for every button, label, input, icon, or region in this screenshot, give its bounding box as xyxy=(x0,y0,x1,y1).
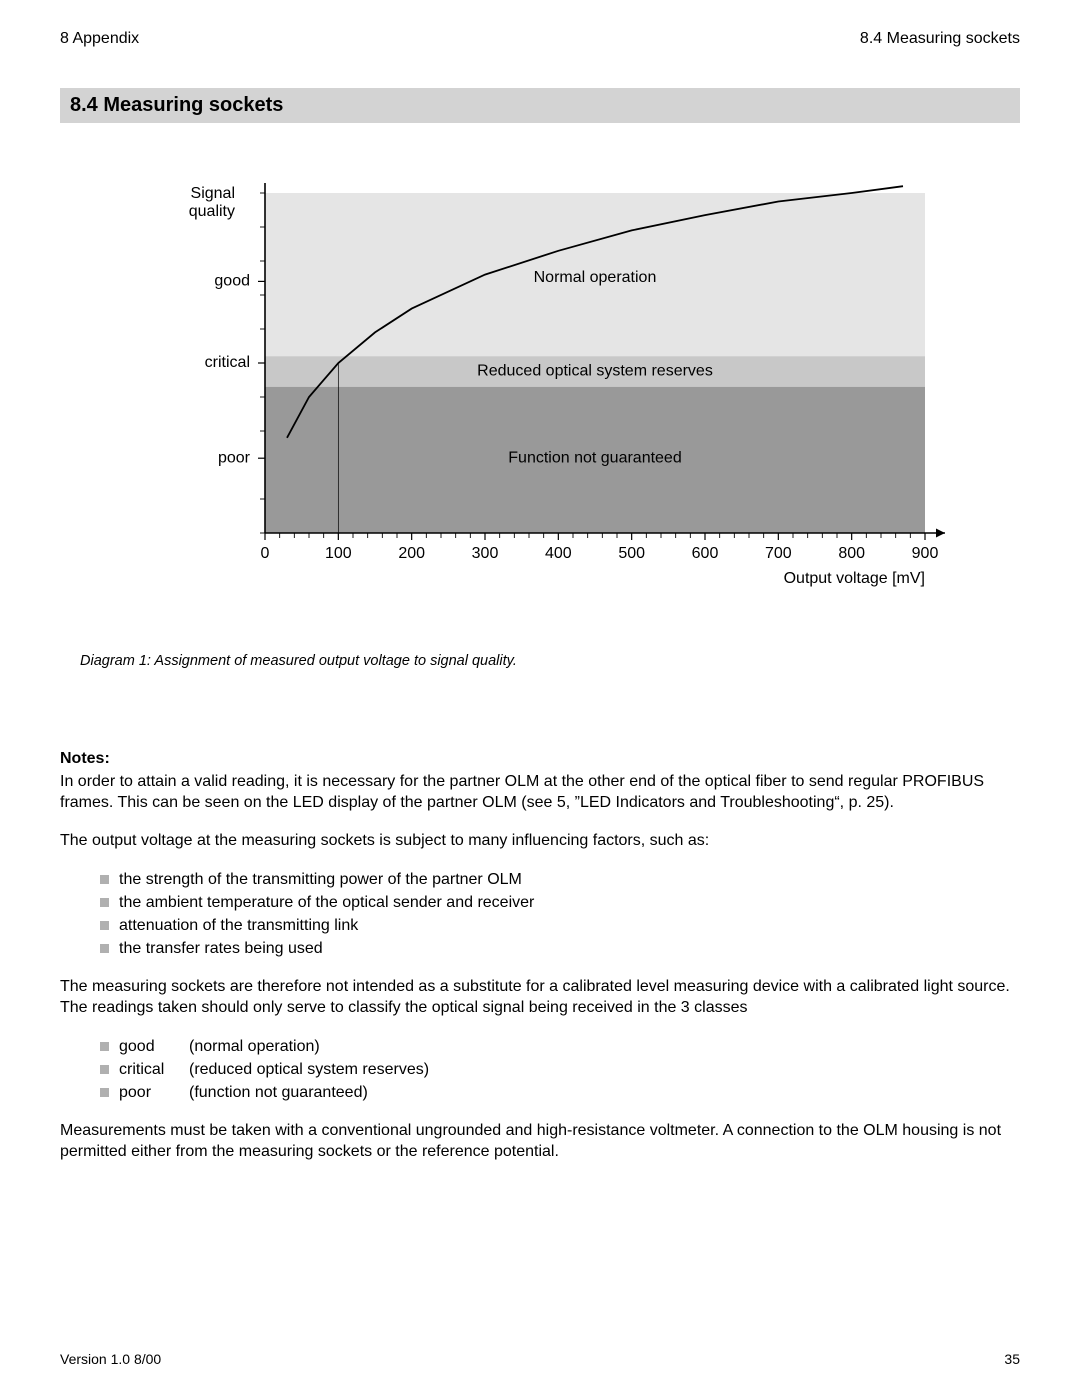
svg-text:100: 100 xyxy=(325,545,352,562)
notes-p3a: The measuring sockets are therefore not … xyxy=(60,977,1020,998)
svg-text:700: 700 xyxy=(765,545,792,562)
class-desc: (reduced optical system reserves) xyxy=(189,1060,429,1081)
svg-text:Normal operation: Normal operation xyxy=(534,269,657,286)
list-item-text: attenuation of the transmitting link xyxy=(119,916,358,937)
list-item-text: the ambient temperature of the optical s… xyxy=(119,893,534,914)
svg-text:800: 800 xyxy=(838,545,865,562)
svg-text:900: 900 xyxy=(912,545,939,562)
signal-quality-chart: Normal operation Reduced optical system r… xyxy=(125,183,955,628)
notes-p4: Measurements must be taken with a conven… xyxy=(60,1121,1020,1163)
svg-text:poor: poor xyxy=(218,449,251,466)
svg-text:Signal: Signal xyxy=(191,185,235,202)
notes-p2: The output voltage at the measuring sock… xyxy=(60,831,1020,852)
bullet-icon xyxy=(100,898,109,907)
svg-text:600: 600 xyxy=(692,545,719,562)
list-item-text: the transfer rates being used xyxy=(119,939,323,960)
class-desc: (function not guaranteed) xyxy=(189,1083,368,1104)
svg-text:critical: critical xyxy=(205,354,250,371)
svg-text:300: 300 xyxy=(472,545,499,562)
footer-page-number: 35 xyxy=(1004,1351,1020,1367)
bullet-icon xyxy=(100,921,109,930)
bullet-icon xyxy=(100,1088,109,1097)
notes-section: Notes: In order to attain a valid readin… xyxy=(60,749,1020,1163)
svg-text:200: 200 xyxy=(398,545,425,562)
svg-text:Function not guaranteed: Function not guaranteed xyxy=(508,449,681,466)
notes-p3b: The readings taken should only serve to … xyxy=(60,998,1020,1019)
svg-text:quality: quality xyxy=(189,203,235,220)
signal-classes-list: good(normal operation)critical(reduced o… xyxy=(100,1037,1020,1103)
class-row: poor(function not guaranteed) xyxy=(100,1083,1020,1104)
list-item-text: the strength of the transmitting power o… xyxy=(119,870,522,891)
bullet-icon xyxy=(100,1042,109,1051)
list-item: the transfer rates being used xyxy=(100,939,1020,960)
class-label: critical xyxy=(119,1060,189,1081)
svg-text:good: good xyxy=(214,273,250,290)
class-row: critical(reduced optical system reserves… xyxy=(100,1060,1020,1081)
section-title: 8.4 Measuring sockets xyxy=(60,88,1020,123)
class-label: good xyxy=(119,1037,189,1058)
page-footer: Version 1.0 8/00 35 xyxy=(60,1351,1020,1367)
notes-p1: In order to attain a valid reading, it i… xyxy=(60,772,1020,814)
svg-text:500: 500 xyxy=(618,545,645,562)
bullet-icon xyxy=(100,1065,109,1074)
page-header: 8 Appendix 8.4 Measuring sockets xyxy=(60,30,1020,48)
notes-heading: Notes: xyxy=(60,749,1020,770)
svg-text:400: 400 xyxy=(545,545,572,562)
header-right: 8.4 Measuring sockets xyxy=(860,30,1020,48)
bullet-icon xyxy=(100,944,109,953)
svg-text:0: 0 xyxy=(261,545,270,562)
chart-caption: Diagram 1: Assignment of measured output… xyxy=(80,653,1020,669)
bullet-icon xyxy=(100,875,109,884)
class-desc: (normal operation) xyxy=(189,1037,320,1058)
header-left: 8 Appendix xyxy=(60,30,139,48)
list-item: the strength of the transmitting power o… xyxy=(100,870,1020,891)
influencing-factors-list: the strength of the transmitting power o… xyxy=(100,870,1020,959)
list-item: the ambient temperature of the optical s… xyxy=(100,893,1020,914)
footer-version: Version 1.0 8/00 xyxy=(60,1351,161,1367)
list-item: attenuation of the transmitting link xyxy=(100,916,1020,937)
svg-text:Output voltage [mV]: Output voltage [mV] xyxy=(784,570,925,587)
class-row: good(normal operation) xyxy=(100,1037,1020,1058)
class-label: poor xyxy=(119,1083,189,1104)
svg-text:Reduced optical system reserve: Reduced optical system reserves xyxy=(477,363,713,380)
